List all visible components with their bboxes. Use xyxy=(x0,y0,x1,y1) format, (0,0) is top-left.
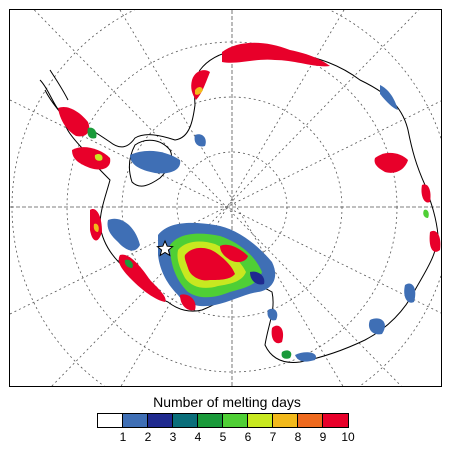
colorbar-tick-label: 10 xyxy=(341,430,355,444)
melt-region xyxy=(267,308,278,321)
colorbar-swatch xyxy=(248,414,273,427)
melt-region xyxy=(374,152,408,173)
colorbar-swatch xyxy=(148,414,173,427)
melt-region xyxy=(87,127,97,139)
colorbar-tick-label: 4 xyxy=(194,430,202,444)
colorbar-swatch xyxy=(173,414,198,427)
melt-region xyxy=(220,244,248,263)
colorbar-swatch xyxy=(273,414,298,427)
colorbar-swatch xyxy=(223,414,248,427)
colorbar-swatch xyxy=(98,414,123,427)
melt-region xyxy=(368,318,385,335)
antarctica-melt-map xyxy=(10,10,441,386)
colorbar-tick-label: 6 xyxy=(244,430,252,444)
melt-region xyxy=(94,153,103,161)
colorbar-tick-label: 5 xyxy=(219,430,227,444)
colorbar-swatch xyxy=(198,414,223,427)
colorbar-tick-label: 7 xyxy=(269,430,277,444)
melt-region xyxy=(184,247,235,281)
colorbar xyxy=(97,413,349,428)
colorbar-tick-label: 1 xyxy=(119,430,127,444)
melt-region xyxy=(222,42,330,67)
melt-region xyxy=(93,223,99,232)
melt-region xyxy=(423,209,429,218)
melt-region xyxy=(180,294,196,311)
colorbar-swatch xyxy=(323,414,348,427)
melt-region xyxy=(421,184,431,203)
colorbar-swatch xyxy=(123,414,148,427)
melt-region xyxy=(295,352,316,362)
melt-region xyxy=(72,147,111,170)
melt-region xyxy=(271,325,284,344)
colorbar-labels: 1 2 3 4 5 6 7 8 9 10 xyxy=(97,430,357,446)
melt-regions xyxy=(58,42,441,362)
melt-region xyxy=(281,350,292,359)
legend-title: Number of melting days xyxy=(153,394,301,410)
melt-region xyxy=(191,70,210,100)
melt-region xyxy=(194,134,206,147)
map-frame xyxy=(9,9,442,387)
melt-region xyxy=(124,259,133,268)
melt-region xyxy=(58,106,90,137)
meridian-line xyxy=(10,100,441,315)
colorbar-tick-label: 3 xyxy=(169,430,177,444)
melt-region xyxy=(404,283,416,303)
melt-region xyxy=(429,230,441,252)
meridian-line xyxy=(119,10,344,386)
colorbar-tick-label: 9 xyxy=(319,430,327,444)
melt-region xyxy=(250,271,265,285)
colorbar-swatch xyxy=(298,414,323,427)
melt-region xyxy=(380,85,398,110)
melt-region xyxy=(195,87,203,95)
melt-region xyxy=(130,150,181,174)
antarctica-coastline xyxy=(39,47,439,363)
colorbar-tick-label: 8 xyxy=(294,430,302,444)
station-star-marker xyxy=(156,239,174,257)
melt-region xyxy=(107,218,140,251)
colorbar-tick-label: 2 xyxy=(144,430,152,444)
ross-ice-shelf xyxy=(128,139,173,187)
meridian-line xyxy=(120,10,345,386)
